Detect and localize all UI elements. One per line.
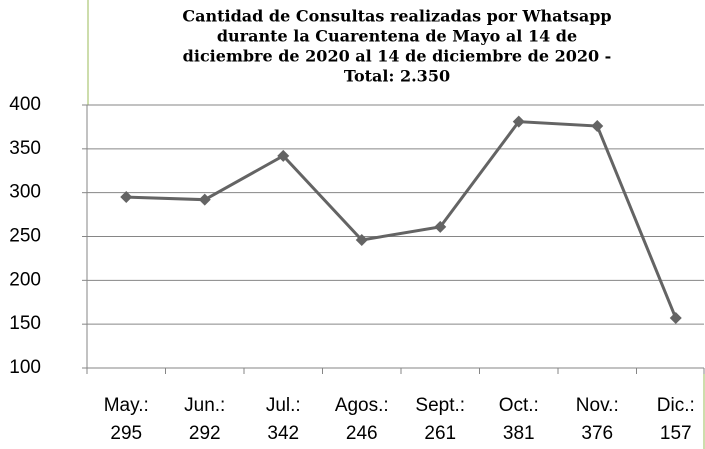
marker <box>591 120 604 133</box>
y-tick-label: 250 <box>9 226 41 247</box>
x-value-label: 381 <box>503 423 535 444</box>
x-value-label: 342 <box>267 423 299 444</box>
y-tick-label: 350 <box>9 138 41 159</box>
x-tick-label: Agos.: <box>335 395 389 416</box>
x-tick-label: May.: <box>104 395 149 416</box>
x-tick-label: Sept.: <box>415 395 465 416</box>
marker <box>277 149 290 162</box>
y-tick-label: 200 <box>9 269 41 290</box>
chart-title: Total: 2.350 <box>344 67 450 86</box>
marker <box>355 234 368 247</box>
x-value-label: 157 <box>660 423 692 444</box>
x-value-label: 295 <box>110 423 142 444</box>
marker <box>512 115 525 128</box>
chart-title: Cantidad de Consultas realizadas por Wha… <box>182 7 611 26</box>
marker <box>198 193 211 206</box>
x-value-label: 292 <box>189 423 221 444</box>
x-tick-label: Jul.: <box>266 395 301 416</box>
x-value-label: 261 <box>424 423 456 444</box>
y-tick-label: 150 <box>9 313 41 334</box>
x-tick-label: Jun.: <box>184 395 225 416</box>
x-tick-label: Oct.: <box>499 395 539 416</box>
marker <box>434 220 447 233</box>
marker <box>120 191 133 204</box>
y-tick-label: 400 <box>9 94 41 115</box>
x-tick-label: Dic.: <box>657 395 695 416</box>
chart-title: durante la Cuarentena de Mayo al 14 de <box>217 27 577 46</box>
y-tick-label: 300 <box>9 182 41 203</box>
marker <box>669 312 682 325</box>
x-value-label: 246 <box>346 423 378 444</box>
line <box>126 120 678 319</box>
x-tick-label: Nov.: <box>576 395 619 416</box>
y-tick-label: 100 <box>9 357 41 378</box>
chart-title: diciembre de 2020 al 14 de diciembre de … <box>183 47 612 66</box>
x-value-label: 376 <box>581 423 613 444</box>
